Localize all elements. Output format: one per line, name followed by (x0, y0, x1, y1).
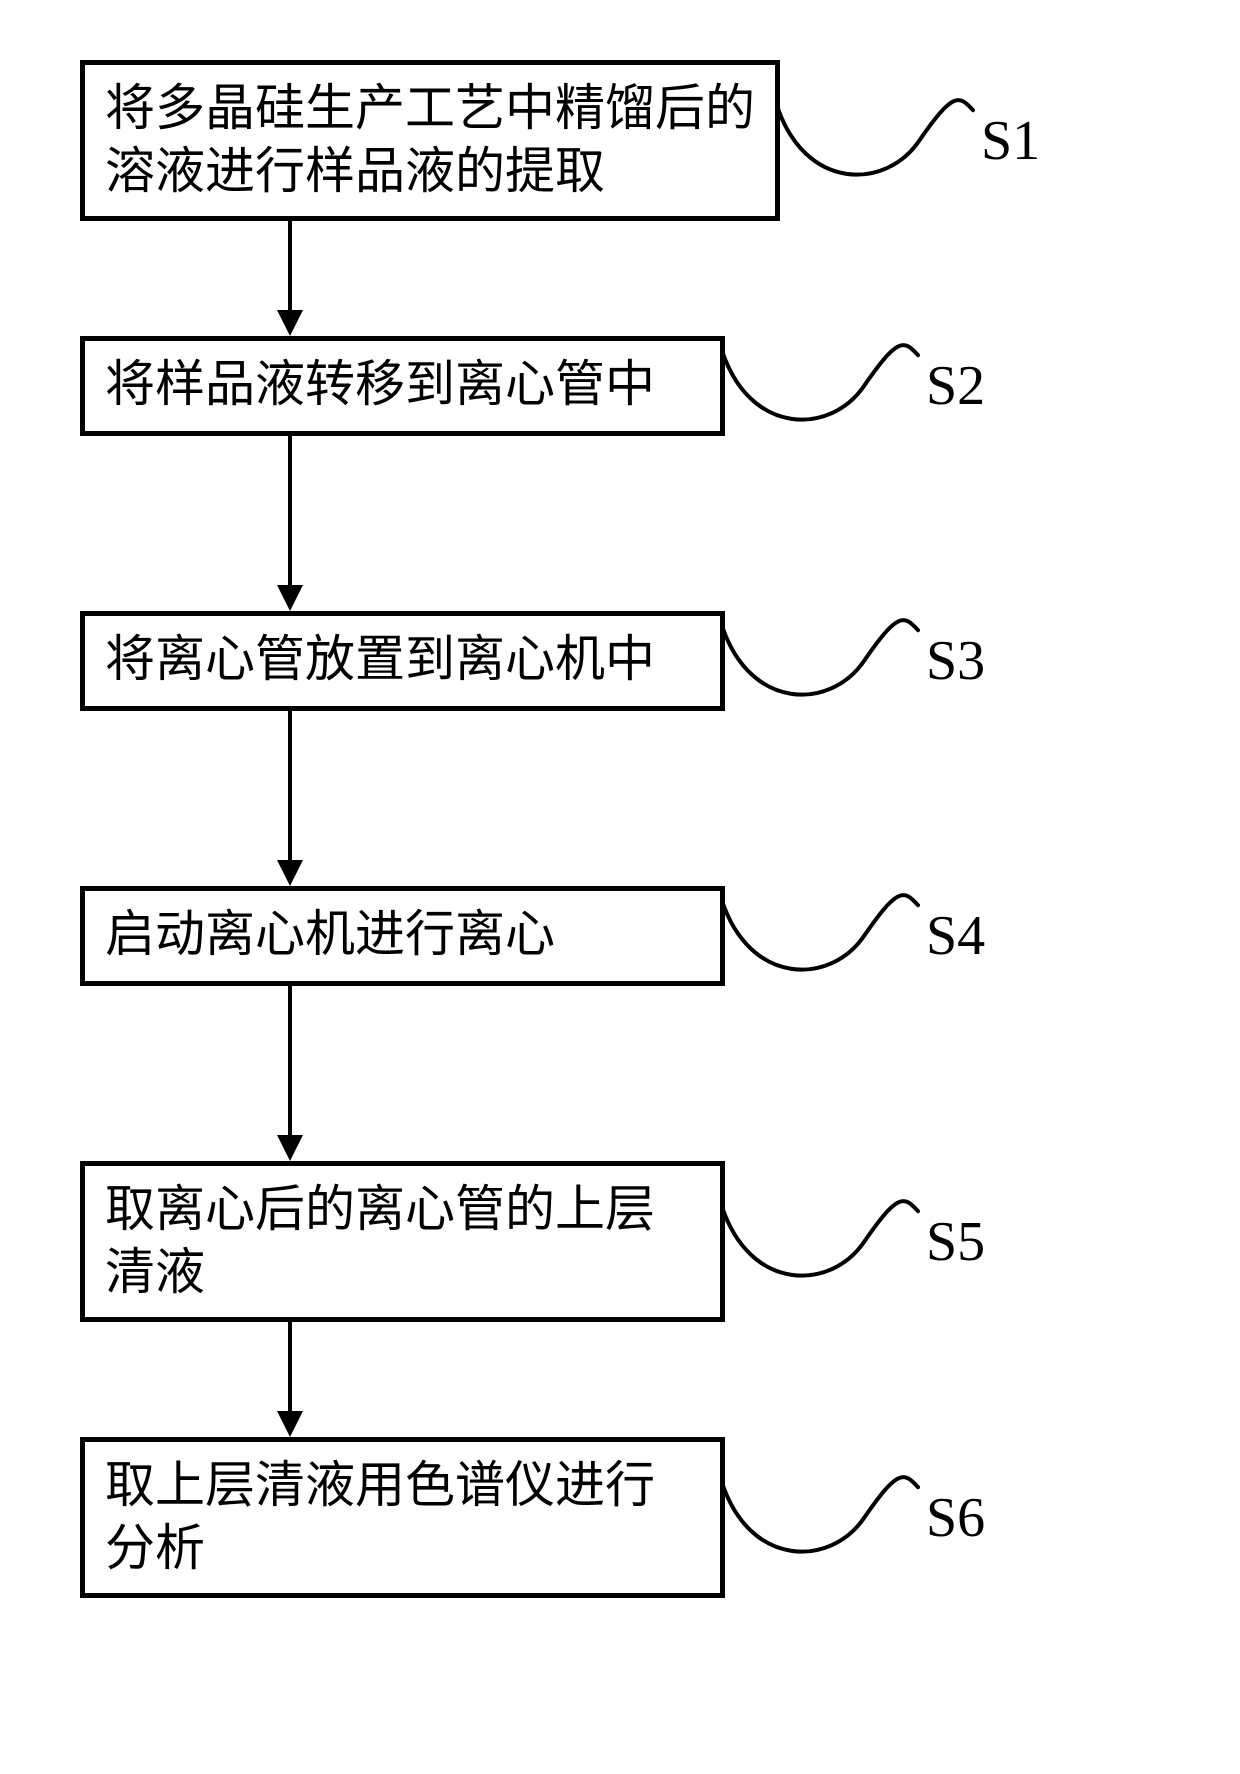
flowchart-container: 将多晶硅生产工艺中精馏后的溶液进行样品液的提取S1 将样品液转移到离心管中S2 将离… (80, 60, 780, 1598)
step-box: 取上层清液用色谱仪进行分析S6 (80, 1437, 725, 1598)
flow-arrow (80, 986, 780, 1161)
step-label-connector: S5 (720, 1187, 985, 1297)
arrow-down-icon (270, 986, 310, 1161)
arrow-down-icon (270, 711, 310, 886)
connector-wave-icon (775, 86, 975, 196)
step-box: 将离心管放置到离心机中S3 (80, 611, 725, 711)
connector-wave-icon (720, 606, 920, 716)
arrow-down-icon (270, 221, 310, 336)
flow-step-s6: 取上层清液用色谱仪进行分析S6 (80, 1437, 780, 1598)
connector-wave-icon (720, 1187, 920, 1297)
step-label-connector: S1 (775, 86, 1040, 196)
flow-arrow (80, 1322, 780, 1437)
step-box: 将多晶硅生产工艺中精馏后的溶液进行样品液的提取S1 (80, 60, 780, 221)
step-label: S4 (926, 901, 985, 971)
step-label-connector: S6 (720, 1463, 985, 1573)
flow-step-s2: 将样品液转移到离心管中S2 (80, 336, 780, 436)
step-label: S3 (926, 626, 985, 696)
flow-arrow (80, 436, 780, 611)
step-box: 取离心后的离心管的上层清液S5 (80, 1161, 725, 1322)
step-label-connector: S2 (720, 331, 985, 441)
flow-step-s5: 取离心后的离心管的上层清液S5 (80, 1161, 780, 1322)
connector-wave-icon (720, 331, 920, 441)
flow-step-s4: 启动离心机进行离心S4 (80, 886, 780, 986)
connector-wave-icon (720, 881, 920, 991)
flow-arrow (80, 221, 780, 336)
connector-wave-icon (720, 1463, 920, 1573)
flow-arrow (80, 711, 780, 886)
step-label: S5 (926, 1207, 985, 1277)
step-box: 将样品液转移到离心管中S2 (80, 336, 725, 436)
step-label: S6 (926, 1483, 985, 1553)
step-label: S1 (981, 106, 1040, 176)
flow-step-s3: 将离心管放置到离心机中S3 (80, 611, 780, 711)
arrow-down-icon (270, 436, 310, 611)
flow-step-s1: 将多晶硅生产工艺中精馏后的溶液进行样品液的提取S1 (80, 60, 780, 221)
step-box: 启动离心机进行离心S4 (80, 886, 725, 986)
arrow-down-icon (270, 1322, 310, 1437)
step-label-connector: S3 (720, 606, 985, 716)
step-label: S2 (926, 351, 985, 421)
step-label-connector: S4 (720, 881, 985, 991)
